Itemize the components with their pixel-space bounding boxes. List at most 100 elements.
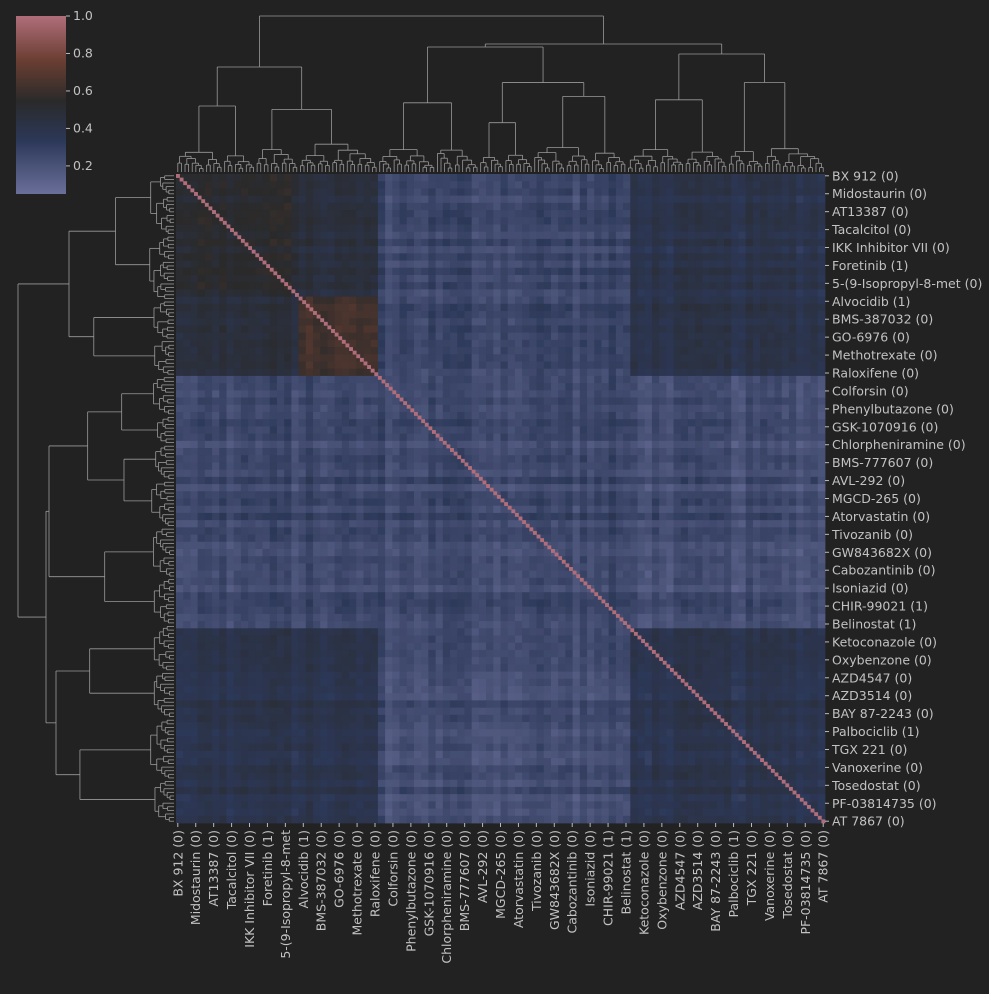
heatmap-cell [522,513,530,521]
heatmap-cell [284,217,292,225]
heatmap-cell [219,297,227,305]
heatmap-cell [443,297,451,305]
heatmap-cell [645,499,653,507]
heatmap-cell [291,246,299,254]
heatmap-cell [811,203,819,211]
heatmap-cell [428,311,436,319]
heatmap-cell [688,563,696,571]
heatmap-cell [327,333,335,341]
heatmap-cell [558,563,566,571]
heatmap-cell [760,462,768,470]
heatmap-cell [803,268,811,276]
heatmap-cell [400,268,408,276]
heatmap-cell [306,448,314,456]
heatmap-cell [335,571,343,579]
heatmap-cell [414,434,422,442]
heatmap-cell [659,181,667,189]
heatmap-cell [241,571,249,579]
heatmap-cell [219,376,227,384]
heatmap-cell [623,304,631,312]
heatmap-cell [407,470,415,478]
heatmap-cell [371,549,379,557]
heatmap-cell [746,318,754,326]
heatmap-cell [306,491,314,499]
heatmap-cell [688,455,696,463]
heatmap-cell [731,491,739,499]
heatmap-cell [464,232,472,240]
heatmap-cell [681,224,689,232]
heatmap-cell [414,542,422,550]
heatmap-cell [493,361,501,369]
heatmap-cell [385,210,393,218]
heatmap-cell [710,325,718,333]
heatmap-cell [818,462,826,470]
heatmap-cell [327,239,335,247]
heatmap-cell [263,376,271,384]
heatmap-cell [775,361,783,369]
heatmap-cell [616,210,624,218]
heatmap-cell [803,520,811,528]
heatmap-cell [349,196,357,204]
heatmap-cell [407,318,415,326]
heatmap-cell [407,361,415,369]
heatmap-cell [775,268,783,276]
heatmap-cell [580,210,588,218]
heatmap-cell [226,376,234,384]
heatmap-cell [652,253,660,261]
heatmap-cell [241,181,249,189]
heatmap-cell [212,203,220,211]
heatmap-cell [255,347,263,355]
heatmap-cell [623,318,631,326]
heatmap-cell [291,470,299,478]
heatmap-cell [277,246,285,254]
heatmap-cell [450,289,458,297]
heatmap-cell [601,448,609,456]
heatmap-cell [710,549,718,557]
heatmap-cell [789,441,797,449]
heatmap-cell [486,181,494,189]
heatmap-cell [508,297,516,305]
heatmap-cell [349,556,357,564]
heatmap-cell [551,535,559,543]
heatmap-cell [695,549,703,557]
heatmap-cell [443,398,451,406]
heatmap-cell [385,455,393,463]
heatmap-cell [428,369,436,377]
heatmap-cell [544,398,552,406]
heatmap-cell [616,268,624,276]
heatmap-cell [789,268,797,276]
heatmap-cell [782,347,790,355]
heatmap-cell [356,527,364,535]
heatmap-cell [601,520,609,528]
heatmap-cell [327,542,335,550]
heatmap-cell [796,239,804,247]
heatmap-cell [205,347,213,355]
heatmap-cell [587,217,595,225]
heatmap-cell [666,232,674,240]
heatmap-cell [306,376,314,384]
heatmap-cell [638,217,646,225]
heatmap-cell [371,398,379,406]
heatmap-cell [392,347,400,355]
heatmap-cell [767,513,775,521]
heatmap-cell [493,535,501,543]
heatmap-cell [630,354,638,362]
heatmap-cell [710,462,718,470]
heatmap-cell [681,347,689,355]
heatmap-cell [472,354,480,362]
heatmap-cell [724,196,732,204]
heatmap-cell [652,275,660,283]
heatmap-cell [529,499,537,507]
heatmap-cell [537,412,545,420]
heatmap-cell [601,261,609,269]
heatmap-cell [587,549,595,557]
heatmap-cell [717,556,725,564]
heatmap-cell [767,470,775,478]
heatmap-cell [436,412,444,420]
heatmap-cell [594,434,602,442]
heatmap-cell [464,412,472,420]
heatmap-cell [674,383,682,391]
heatmap-cell [551,203,559,211]
heatmap-cell [219,412,227,420]
heatmap-cell [501,491,509,499]
